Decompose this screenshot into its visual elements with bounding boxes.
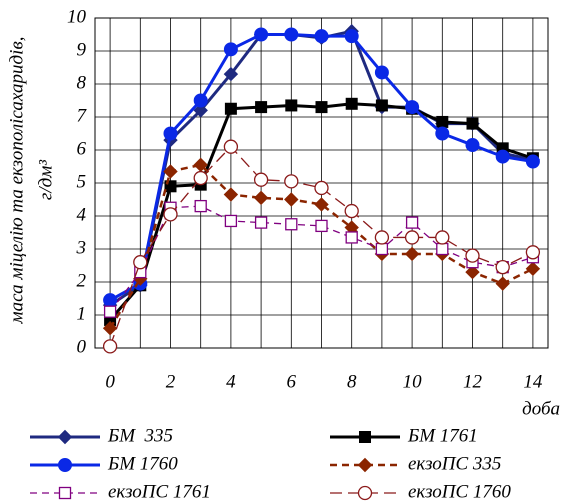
y-tick-label: 0 — [77, 336, 87, 357]
point — [375, 242, 389, 256]
point — [465, 248, 480, 263]
point — [163, 207, 178, 222]
point — [254, 216, 268, 229]
point — [374, 65, 389, 80]
point — [102, 339, 118, 354]
x-tick-label: 4 — [226, 371, 236, 392]
y-tick-label: 7 — [77, 105, 88, 126]
point — [223, 66, 239, 82]
point — [163, 164, 178, 179]
x-axis-label: доба — [522, 398, 560, 419]
point — [255, 101, 268, 114]
legend-marker — [359, 431, 371, 443]
x-tick-label: 14 — [523, 371, 543, 392]
legend-marker — [357, 457, 373, 473]
point — [435, 126, 450, 141]
x-tick-label: 8 — [347, 371, 357, 392]
y-tick-label: 1 — [77, 303, 87, 324]
point — [253, 172, 269, 187]
point — [345, 231, 358, 244]
point — [495, 259, 510, 275]
legend-marker — [58, 458, 72, 472]
point — [223, 42, 238, 57]
point — [193, 103, 208, 118]
point — [436, 242, 449, 256]
point — [495, 276, 510, 291]
x-tick-label: 12 — [463, 371, 483, 392]
legend-label: екзоПС 335 — [408, 453, 501, 474]
point — [102, 320, 118, 336]
point — [194, 199, 207, 213]
x-tick-label: 10 — [403, 371, 423, 392]
point — [164, 180, 177, 193]
y-tick-label: 6 — [77, 138, 87, 159]
point — [405, 216, 419, 229]
point — [435, 230, 450, 245]
point — [374, 230, 390, 245]
point — [344, 29, 359, 44]
point — [193, 170, 208, 186]
point — [314, 197, 329, 212]
point — [284, 174, 299, 189]
plot-border — [94, 17, 549, 349]
point — [193, 93, 208, 108]
series-line — [109, 163, 534, 329]
point — [465, 138, 480, 153]
point — [133, 255, 148, 270]
point — [103, 305, 117, 318]
x-tick-label: 0 — [105, 371, 115, 392]
point — [163, 126, 178, 141]
point — [284, 27, 299, 42]
legend-label: БМ 335 — [107, 425, 173, 446]
point — [103, 293, 118, 308]
legend-label: екзоПС 1761 — [108, 481, 211, 502]
point — [404, 230, 420, 245]
point — [223, 139, 239, 154]
point — [375, 99, 388, 112]
x-tick-label: 6 — [287, 371, 297, 392]
point — [404, 246, 420, 262]
point — [495, 149, 510, 164]
point — [223, 187, 239, 202]
point — [315, 219, 328, 233]
y-tick-label: 5 — [77, 171, 87, 192]
y-tick-label: 10 — [67, 6, 87, 27]
legend-marker — [58, 486, 72, 500]
y-axis-label: маса міцелію та екзополісахаридів, — [6, 37, 27, 325]
y-tick-label: 2 — [77, 270, 87, 291]
point — [284, 192, 299, 207]
y-tick-label: 3 — [76, 237, 87, 258]
point — [525, 245, 541, 260]
legend-label: БМ 1761 — [407, 425, 478, 446]
point — [254, 27, 269, 42]
point — [525, 261, 541, 277]
point — [314, 29, 329, 44]
point — [314, 180, 329, 196]
point — [224, 102, 237, 115]
point — [436, 115, 449, 128]
point — [285, 99, 298, 112]
point — [285, 218, 298, 231]
point — [345, 97, 358, 110]
point — [405, 100, 420, 115]
legend-label: БМ 1760 — [107, 453, 178, 474]
legend-label: екзоПС 1760 — [408, 481, 511, 502]
y-axis-unit: г/дм³ — [35, 160, 56, 200]
point — [465, 264, 480, 280]
point — [466, 117, 479, 130]
point — [224, 214, 238, 228]
legend-marker — [357, 485, 373, 501]
point — [253, 190, 269, 206]
point — [525, 154, 540, 169]
y-tick-label: 9 — [77, 39, 87, 60]
y-tick-label: 4 — [77, 204, 87, 225]
point — [344, 203, 359, 219]
y-tick-label: 8 — [77, 72, 87, 93]
x-tick-label: 2 — [166, 371, 176, 392]
point — [315, 101, 328, 114]
legend-marker — [57, 429, 73, 445]
